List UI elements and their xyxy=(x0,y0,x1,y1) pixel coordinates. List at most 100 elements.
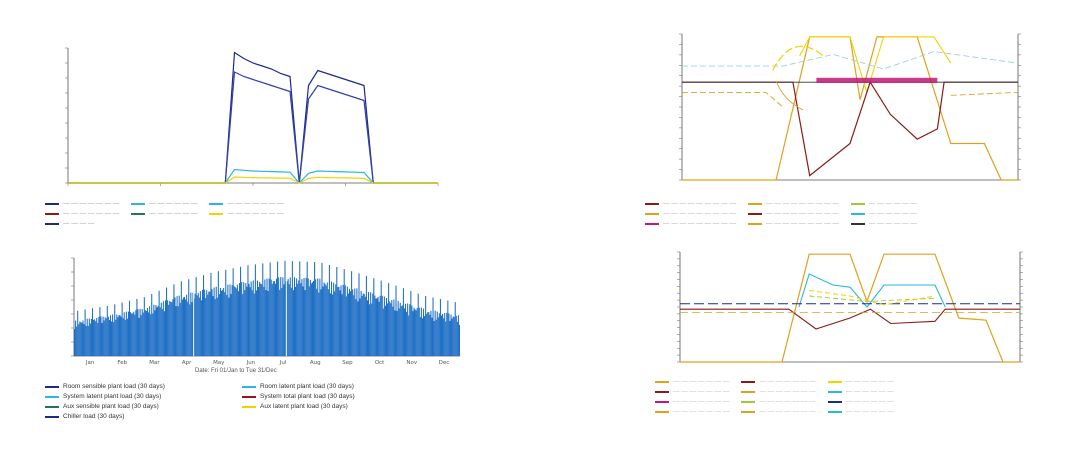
bar xyxy=(230,293,232,356)
legend-label: Aux latent plant load (30 days) xyxy=(260,403,348,410)
bar xyxy=(236,284,238,356)
bar xyxy=(140,315,142,356)
bar xyxy=(252,280,254,356)
bar xyxy=(180,281,182,356)
bar xyxy=(317,278,319,356)
bar xyxy=(167,300,169,356)
x-tick-label: Dec xyxy=(439,360,450,366)
bar xyxy=(244,290,246,356)
legend-swatch xyxy=(45,405,59,408)
bar xyxy=(437,317,439,356)
legend-swatch xyxy=(45,415,59,418)
x-tick-label: Sep xyxy=(342,360,353,366)
bar xyxy=(446,312,448,356)
bar xyxy=(290,287,292,356)
bar xyxy=(440,315,443,356)
bar xyxy=(178,295,180,356)
bar xyxy=(225,269,227,357)
chart-top-left xyxy=(40,40,440,190)
bar xyxy=(278,277,280,356)
bar xyxy=(328,265,330,356)
legend-bottom-right: — — — — — — — — — — — — — — — — — — — — … xyxy=(655,378,1045,418)
legend-top-right: — — — — — — — — — — — — — — — — — — — — … xyxy=(645,200,1045,230)
bar xyxy=(219,288,221,356)
bar xyxy=(415,310,417,356)
bar xyxy=(399,302,401,356)
bar xyxy=(300,283,302,356)
bar xyxy=(347,293,349,356)
bar xyxy=(135,310,137,356)
bar xyxy=(292,290,294,356)
bar xyxy=(422,308,425,356)
bar xyxy=(82,320,84,356)
bar xyxy=(344,285,346,356)
bar xyxy=(200,300,202,356)
bar xyxy=(259,282,261,356)
bar xyxy=(442,313,444,356)
bar xyxy=(445,321,447,356)
bar xyxy=(400,306,402,356)
bottom-left-xlabel: Date: Fri 01/Jan to Tue 31/Dec xyxy=(195,368,277,374)
bar xyxy=(396,310,398,356)
bar xyxy=(208,291,210,356)
bar xyxy=(94,319,96,356)
bar xyxy=(279,289,281,356)
bar xyxy=(166,287,168,356)
bar xyxy=(456,321,458,356)
bar xyxy=(232,268,234,356)
bar xyxy=(429,314,431,356)
bar xyxy=(418,307,420,356)
bar xyxy=(226,295,228,356)
bar xyxy=(194,293,196,356)
bar xyxy=(439,299,441,356)
bar xyxy=(359,298,361,356)
bar xyxy=(453,317,455,356)
bar xyxy=(197,293,199,356)
bar xyxy=(238,283,241,356)
bar xyxy=(329,293,331,356)
bar xyxy=(116,314,118,356)
bar xyxy=(250,281,252,356)
bar xyxy=(128,300,131,356)
bar xyxy=(299,261,301,356)
bar xyxy=(452,316,454,356)
bar xyxy=(272,281,274,356)
bar xyxy=(120,316,122,356)
bar xyxy=(115,319,117,356)
bar xyxy=(458,324,460,356)
bar xyxy=(123,312,125,356)
bar xyxy=(419,317,421,356)
bar xyxy=(143,297,145,356)
legend-item: System total plant load (30 days) xyxy=(242,393,427,400)
x-tick-label: Oct xyxy=(375,360,385,366)
bar xyxy=(367,292,370,356)
bar xyxy=(410,290,412,356)
bar xyxy=(343,269,345,356)
bar xyxy=(431,317,433,356)
bar xyxy=(77,310,79,356)
bar xyxy=(364,296,366,356)
bar xyxy=(112,314,114,356)
legend-label: Chiller load (30 days) xyxy=(63,413,125,420)
bar xyxy=(86,318,88,356)
bar xyxy=(305,277,307,356)
bar xyxy=(98,316,100,356)
series-orange xyxy=(682,36,1018,181)
bar xyxy=(355,299,357,356)
bar xyxy=(237,291,239,356)
bar xyxy=(221,290,223,356)
bar xyxy=(394,310,396,356)
bar xyxy=(420,307,422,356)
bar xyxy=(318,292,320,356)
bar xyxy=(450,314,452,356)
bar xyxy=(304,290,306,356)
bar xyxy=(136,299,138,356)
bar xyxy=(338,286,340,356)
bar xyxy=(224,292,226,356)
bar xyxy=(370,292,372,356)
bar xyxy=(151,294,153,356)
series-line-2 xyxy=(68,168,438,184)
bar xyxy=(209,291,211,356)
bar xyxy=(132,313,134,356)
bar xyxy=(340,285,342,356)
